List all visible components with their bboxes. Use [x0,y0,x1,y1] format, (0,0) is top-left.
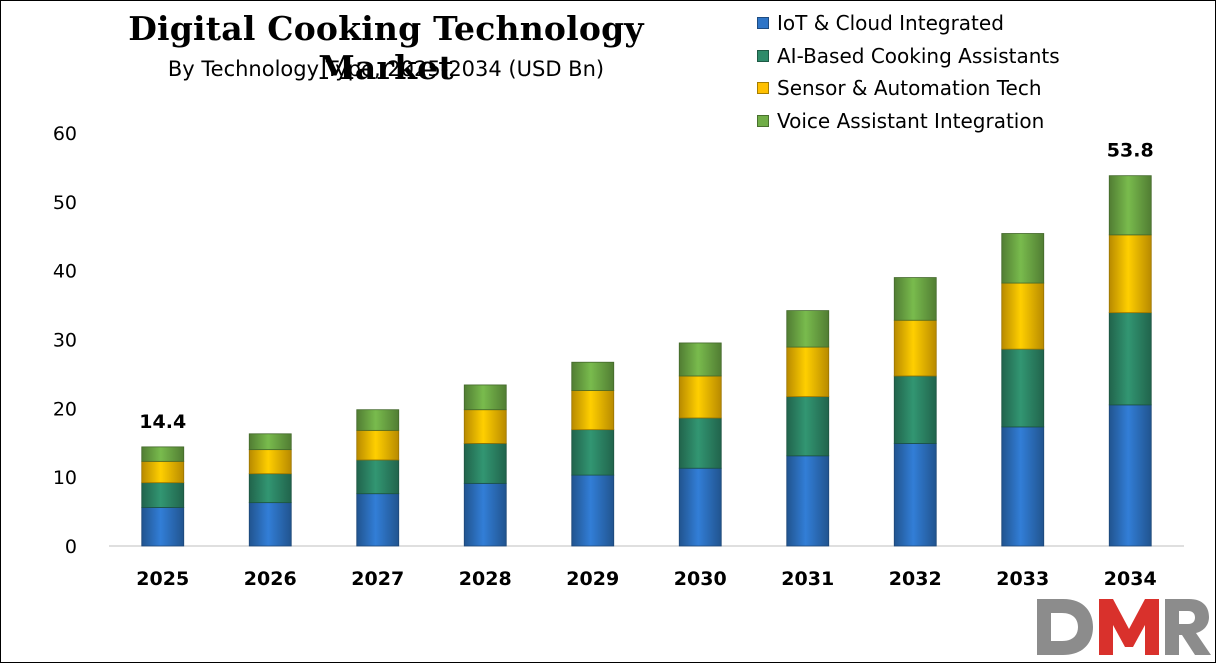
x-tick-label: 2028 [459,568,512,590]
legend-item-sensor: Sensor & Automation Tech [757,72,1060,105]
y-tick-label: 60 [53,123,77,145]
y-tick-label: 0 [65,536,77,558]
bar-segment-2032-s1 [893,375,937,444]
y-tick-label: 30 [53,330,77,352]
bar-segment-2033-s0 [1001,426,1045,547]
bar-segment-2029-s0 [571,474,615,547]
bar-segment-2026-s0 [248,502,292,547]
y-tick-label: 40 [53,261,77,283]
legend-label-voice: Voice Assistant Integration [777,108,1045,133]
bar-segment-2031-s3 [786,310,830,348]
bar-segment-2032-s0 [893,443,937,547]
x-tick-label: 2030 [674,568,727,590]
bar-segment-2030-s3 [678,342,722,377]
bar-segment-2025-s3 [141,446,185,462]
dmr-logo-mark [1037,599,1211,655]
legend-swatch-sensor [757,82,769,95]
x-tick-label: 2027 [351,568,404,590]
legend-swatch-ai [757,49,769,62]
legend-swatch-voice [757,114,769,127]
bar-segment-2030-s0 [678,467,722,547]
bar-segment-2032-s3 [893,277,937,321]
y-tick-label: 20 [53,398,77,420]
bar-segment-2033-s3 [1001,233,1045,284]
bar-segment-2026-s2 [248,449,292,475]
data-label: 53.8 [1107,140,1154,162]
bar-segment-2025-s0 [141,507,185,547]
bar-segment-2029-s2 [571,390,615,431]
bar-segment-2031-s0 [786,455,830,547]
bar-segment-2028-s0 [463,482,507,547]
x-tick-label: 2032 [889,568,942,590]
y-tick-label: 50 [53,192,77,214]
bar-segment-2033-s2 [1001,282,1045,350]
bar-segment-2026-s3 [248,433,292,451]
legend-item-ai: AI-Based Cooking Assistants [757,40,1060,73]
bar-segment-2027-s0 [356,493,400,547]
bar-segment-2028-s2 [463,409,507,444]
legend-label-sensor: Sensor & Automation Tech [777,76,1042,101]
x-tick-label: 2031 [781,568,834,590]
legend-item-iot: IoT & Cloud Integrated [757,7,1060,40]
x-tick-label: 2034 [1104,568,1157,590]
bar-segment-2027-s2 [356,429,400,461]
legend-item-voice: Voice Assistant Integration [757,105,1060,138]
chart-title: Digital Cooking Technology Market [128,9,644,87]
legend-label-iot: IoT & Cloud Integrated [777,11,1004,36]
bar-segment-2031-s1 [786,396,830,457]
bar-segment-2029-s1 [571,429,615,476]
bar-segment-2027-s1 [356,459,400,495]
bar-segment-2028-s3 [463,384,507,411]
bar-segment-2033-s1 [1001,348,1045,428]
bar-segment-2030-s2 [678,375,722,419]
legend-label-ai: AI-Based Cooking Assistants [777,43,1060,68]
bar-segment-2029-s3 [571,361,615,391]
y-tick-label: 10 [53,467,77,489]
bar-segment-2034-s1 [1108,312,1152,406]
bar-segment-2027-s3 [356,409,400,431]
bar-segment-2032-s2 [893,319,937,377]
x-tick-label: 2025 [136,568,189,590]
x-tick-label: 2033 [996,568,1049,590]
bar-segment-2031-s2 [786,346,830,398]
x-tick-label: 2029 [566,568,619,590]
bar-segment-2025-s2 [141,460,185,484]
bar-segment-2034-s2 [1108,234,1152,314]
bar-segment-2030-s1 [678,417,722,469]
bar-segment-2034-s0 [1108,404,1152,547]
bar-segment-2028-s1 [463,443,507,484]
data-label: 14.4 [139,411,186,433]
bar-segment-2025-s1 [141,482,185,508]
bar-segment-2026-s1 [248,473,292,504]
legend: IoT & Cloud Integrated AI-Based Cooking … [757,7,1060,137]
legend-swatch-iot [757,17,769,30]
dmr-logo [1037,599,1211,655]
x-tick-label: 2026 [244,568,297,590]
chart-subtitle: By Technology Type, 2025-2034 (USD Bn) [167,57,605,81]
bar-segment-2034-s3 [1108,175,1152,236]
